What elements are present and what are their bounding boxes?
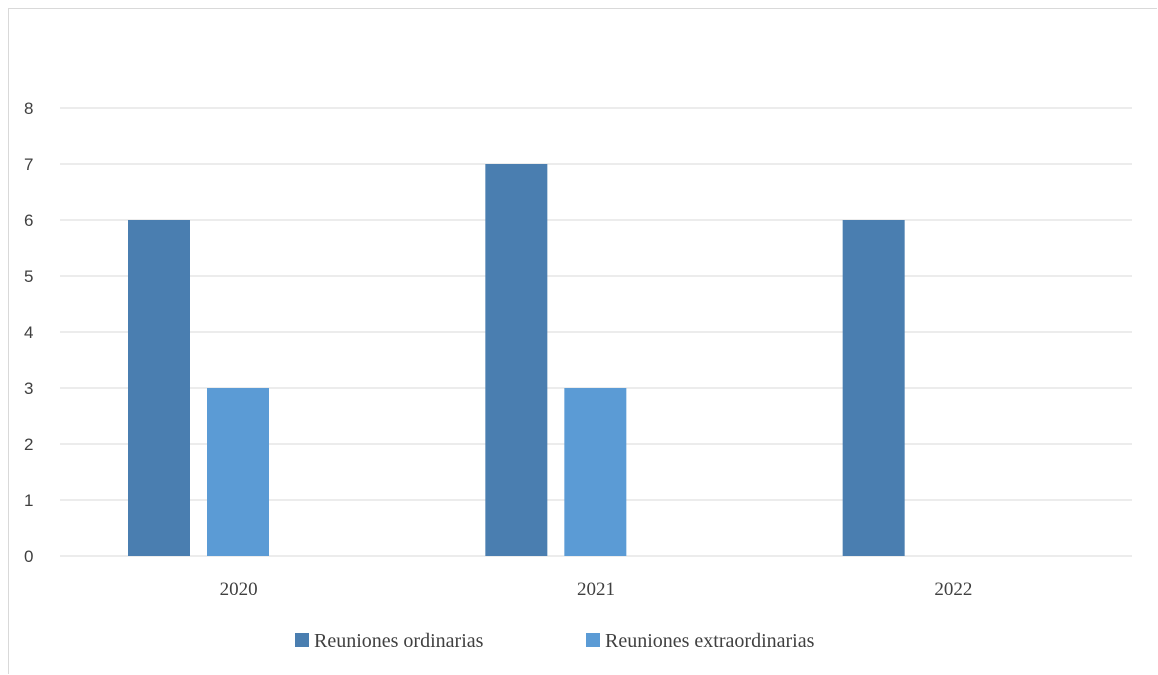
y-tick-label: 7 (24, 155, 33, 174)
bar-extraordinarias-2020 (207, 388, 269, 556)
bar-ordinarias-2022 (842, 220, 905, 556)
legend-swatch (586, 633, 600, 647)
y-tick-label: 0 (24, 547, 33, 566)
bar-extraordinarias-2021 (564, 388, 627, 556)
bar-ordinarias-2020 (128, 220, 190, 556)
y-tick-label: 5 (24, 267, 33, 286)
y-axis-tick-labels: 0 1 2 3 4 5 6 7 8 (24, 99, 33, 566)
legend-label: Reuniones extraordinarias (605, 630, 815, 652)
x-tick-label: 2021 (577, 579, 615, 600)
legend-swatch (295, 633, 309, 647)
bars (128, 164, 905, 556)
legend: Reuniones ordinarias Reuniones extraordin… (295, 630, 815, 652)
bar-ordinarias-2021 (485, 164, 548, 556)
chart-frame (8, 8, 1157, 674)
y-tick-label: 4 (24, 323, 33, 342)
y-tick-label: 6 (24, 211, 33, 230)
x-tick-label: 2022 (934, 579, 972, 600)
x-tick-label: 2020 (220, 579, 258, 600)
legend-label: Reuniones ordinarias (314, 630, 484, 652)
y-tick-label: 8 (24, 99, 33, 118)
x-axis-tick-labels: 2020 2021 2022 (220, 579, 973, 600)
y-tick-label: 3 (24, 379, 33, 398)
y-tick-label: 1 (24, 491, 33, 510)
y-tick-label: 2 (24, 435, 33, 454)
